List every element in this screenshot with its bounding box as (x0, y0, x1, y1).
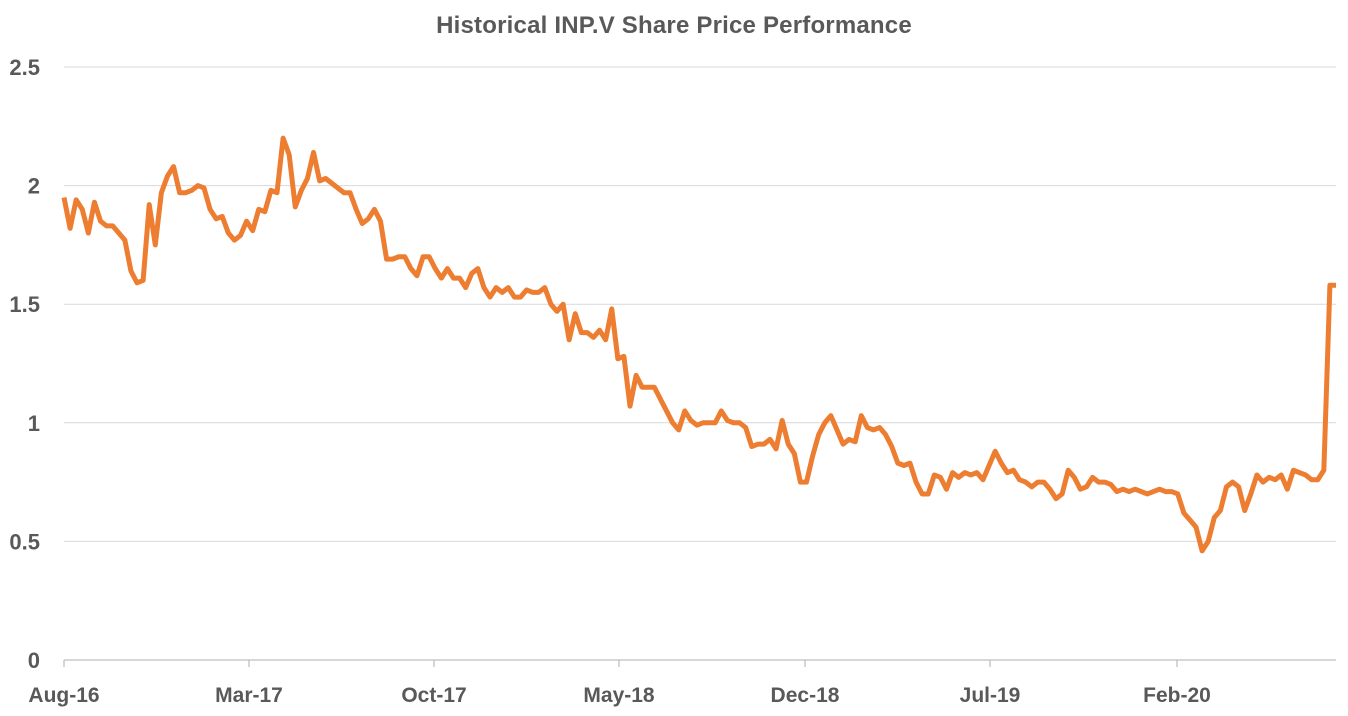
x-tick-label: May-18 (583, 684, 655, 707)
y-tick-label: 0 (28, 648, 40, 673)
y-axis-tick-labels: 0 0.5 1 1.5 2 2.5 (9, 55, 40, 673)
series-line-inp-v (61, 135, 1336, 554)
y-tick-label: 1 (28, 411, 40, 436)
gridlines (64, 66, 1336, 542)
x-axis-tick-labels: Aug-16 Mar-17 Oct-17 May-18 Dec-18 Jul-19 Feb-… (28, 684, 1210, 707)
y-tick-label: 1.5 (9, 292, 40, 317)
x-tick-label: Feb-20 (1143, 684, 1211, 707)
y-tick-label: 2.5 (9, 55, 40, 80)
y-tick-label: 0.5 (9, 529, 40, 554)
chart-title: Historical INP.V Share Price Performance (436, 12, 912, 39)
x-axis (63, 659, 1336, 667)
series-layer (61, 135, 1336, 554)
x-tick-label: Dec-18 (771, 684, 840, 707)
x-tick-label: Jul-19 (960, 684, 1021, 707)
x-tick-label: Aug-16 (28, 684, 99, 707)
x-tick-label: Mar-17 (215, 684, 283, 707)
x-tick-label: Oct-17 (401, 684, 466, 707)
y-tick-label: 2 (28, 174, 40, 199)
